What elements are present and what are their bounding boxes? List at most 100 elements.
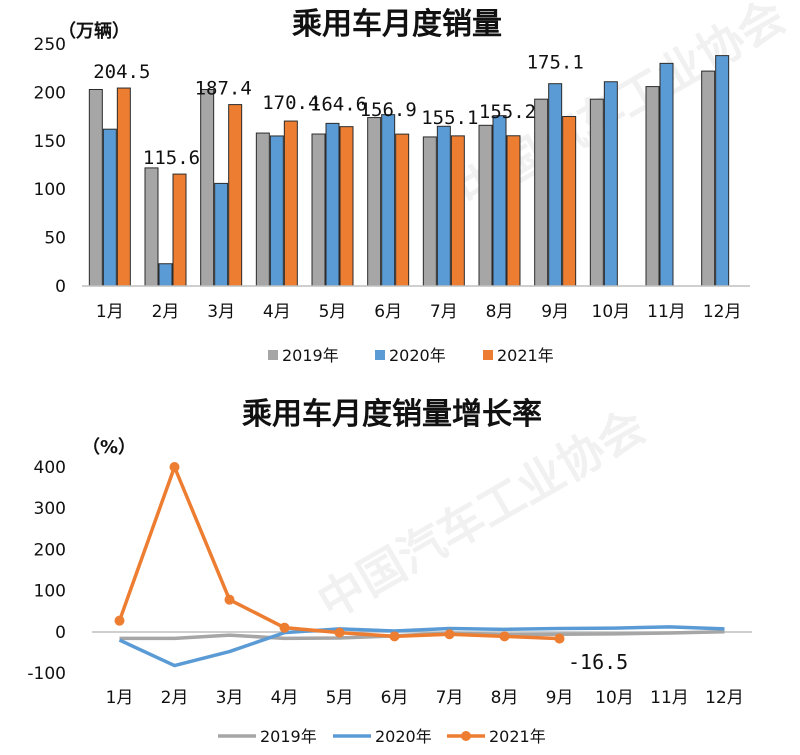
bar-legend-swatch xyxy=(483,350,493,360)
line-series-2020年 xyxy=(118,625,725,668)
line-point-2021年 xyxy=(169,462,180,472)
line-y-tick-label: 300 xyxy=(34,499,66,519)
bar-x-tick-label: 4月 xyxy=(263,302,291,322)
bar-2019年-7月 xyxy=(422,136,437,287)
bar-y-axis-ticks: 0 50 100 150 200 250 xyxy=(34,35,66,297)
bar-2020年-8月 xyxy=(492,115,507,287)
bar-x-tick-label: 6月 xyxy=(374,302,402,322)
line-legend-label: 2020年 xyxy=(375,727,432,746)
line-x-tick-label: 7月 xyxy=(436,688,464,708)
line-point-2021年 xyxy=(444,629,455,640)
bar-2020年-2月 xyxy=(158,263,173,287)
bar-2020年-10月 xyxy=(603,81,618,287)
line-x-tick-label: 8月 xyxy=(491,688,519,708)
bar-legend: 2019年 2020年 2021年 xyxy=(268,346,554,365)
bar-data-label: 187.4 xyxy=(195,78,252,100)
line-x-tick-label: 9月 xyxy=(546,688,574,708)
bar-chart: 乘用车月度销量 （万辆） 0 50 100 150 200 250 204.5 115.6 1… xyxy=(34,7,750,365)
bar-data-label: 115.6 xyxy=(143,147,200,169)
bar-data-label: 155.2 xyxy=(479,101,536,123)
line-y-tick-label: 200 xyxy=(34,540,66,560)
bar-data-label: 164.6 xyxy=(310,94,367,116)
bar-2021年-8月 xyxy=(506,135,521,287)
line-point-2021年 xyxy=(279,622,290,633)
bar-x-tick-label: 1月 xyxy=(96,302,124,322)
line-legend-label: 2021年 xyxy=(489,727,546,746)
line-x-tick-label: 12月 xyxy=(705,688,744,708)
line-point-2021年 xyxy=(114,615,125,626)
bar-y-tick-label: 50 xyxy=(44,229,66,249)
bar-x-tick-label: 12月 xyxy=(703,302,742,322)
bar-x-tick-label: 8月 xyxy=(486,302,514,322)
line-y-tick-label: 0 xyxy=(55,623,66,643)
line-y-tick-label: -100 xyxy=(27,664,66,684)
bar-2019年-9月 xyxy=(534,98,549,287)
bar-x-tick-label: 2月 xyxy=(152,302,180,322)
bar-2020年-4月 xyxy=(269,135,284,287)
bar-x-tick-label: 7月 xyxy=(430,302,458,322)
bar-chart-unit-label: （万辆） xyxy=(58,20,130,42)
bar-2021年-3月 xyxy=(228,104,243,287)
bar-data-label: 155.1 xyxy=(421,107,478,129)
bar-data-label: 170.4 xyxy=(262,92,319,114)
bar-y-tick-label: 0 xyxy=(55,277,66,297)
bar-2019年-8月 xyxy=(478,124,493,287)
bar-2020年-1月 xyxy=(102,128,117,287)
bar-2021年-2月 xyxy=(172,173,187,287)
bar-2019年-6月 xyxy=(367,117,382,287)
line-series-marks xyxy=(114,462,725,668)
line-point-2021年 xyxy=(224,594,235,605)
line-annotation-label: -16.5 xyxy=(568,650,628,674)
line-x-tick-label: 5月 xyxy=(326,688,354,708)
line-x-tick-label: 11月 xyxy=(650,688,689,708)
line-y-tick-label: 100 xyxy=(34,582,66,602)
line-x-tick-label: 6月 xyxy=(381,688,409,708)
bar-2021年-6月 xyxy=(395,133,410,287)
line-point-2021年 xyxy=(334,627,345,638)
bar-series-marks xyxy=(88,55,730,287)
bar-2019年-5月 xyxy=(311,133,326,287)
bar-2019年-4月 xyxy=(255,132,270,287)
bar-x-tick-label: 9月 xyxy=(541,302,569,322)
bar-2020年-6月 xyxy=(381,114,396,287)
watermark-text-2: 中国汽车工业协会 xyxy=(309,399,655,630)
bar-y-tick-label: 250 xyxy=(34,35,66,55)
bar-legend-label: 2021年 xyxy=(497,346,554,365)
bar-2019年-1月 xyxy=(88,88,103,287)
bar-x-tick-label: 5月 xyxy=(319,302,347,322)
bar-2021年-5月 xyxy=(339,126,354,287)
line-legend: 2019年 2020年 2021年 xyxy=(218,727,546,746)
line-chart-title: 乘用车月度销量增长率 xyxy=(242,397,542,432)
bar-data-label: 175.1 xyxy=(527,52,584,74)
line-x-tick-label: 4月 xyxy=(271,688,299,708)
bar-x-tick-label: 11月 xyxy=(647,302,686,322)
bar-2019年-11月 xyxy=(645,86,660,287)
bar-legend-label: 2019年 xyxy=(282,346,339,365)
bar-2020年-11月 xyxy=(659,62,674,287)
bar-2020年-9月 xyxy=(548,83,563,287)
bar-x-tick-label: 3月 xyxy=(207,302,235,322)
bar-legend-swatch xyxy=(375,350,385,360)
bar-2019年-12月 xyxy=(701,70,716,287)
bar-y-tick-label: 200 xyxy=(34,83,66,103)
bar-2021年-9月 xyxy=(562,116,577,287)
bar-2020年-5月 xyxy=(325,122,340,287)
bar-x-tick-label: 10月 xyxy=(592,302,631,322)
line-legend-marker xyxy=(461,731,471,741)
bar-data-label: 156.9 xyxy=(360,99,417,121)
bar-chart-title: 乘用车月度销量 xyxy=(292,7,502,42)
bar-y-tick-label: 100 xyxy=(34,180,66,200)
bar-legend-label: 2020年 xyxy=(389,346,446,365)
bar-legend-swatch xyxy=(268,350,278,360)
line-x-tick-label: 3月 xyxy=(216,688,244,708)
line-point-2021年 xyxy=(499,631,510,642)
bar-2021年-4月 xyxy=(283,120,298,287)
line-x-tick-label: 10月 xyxy=(595,688,634,708)
line-point-2021年 xyxy=(389,631,400,642)
bar-2020年-7月 xyxy=(436,125,451,287)
bar-data-label: 204.5 xyxy=(93,61,150,83)
line-y-tick-label: 400 xyxy=(34,458,66,478)
